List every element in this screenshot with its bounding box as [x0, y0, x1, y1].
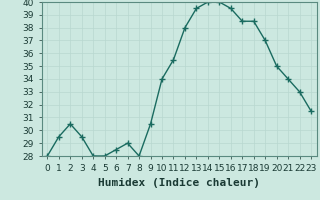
X-axis label: Humidex (Indice chaleur): Humidex (Indice chaleur) [98, 178, 260, 188]
